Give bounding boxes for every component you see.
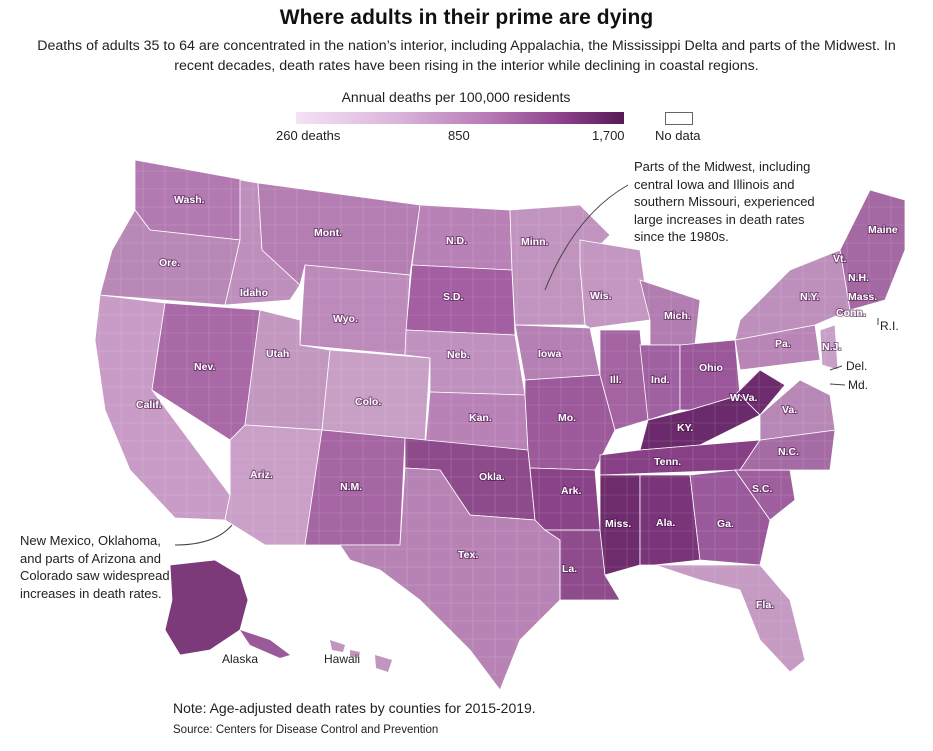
label-nm: N.M. (340, 481, 362, 493)
label-wva: W.Va. (730, 392, 758, 404)
region-colo (321, 349, 431, 441)
label-pa: Pa. (775, 338, 791, 350)
legend-max-label: 1,700 (592, 128, 625, 143)
legend-no-data-swatch (665, 112, 693, 125)
southwest-leader-line (174, 524, 233, 546)
southwest-annotation: New Mexico, Oklahoma, and parts of Arizo… (20, 533, 170, 601)
label-ri: R.I. (880, 319, 899, 333)
label-tenn: Tenn. (654, 456, 681, 468)
label-wash: Wash. (174, 194, 205, 206)
state-labels: Wash. Ore. Calif. Idaho Nev. Mont. Wyo. … (135, 193, 899, 612)
label-ny: N.Y. (800, 291, 819, 303)
region-alaska-panhandle (240, 630, 290, 658)
label-minn: Minn. (521, 236, 548, 248)
label-neb: Neb. (447, 349, 470, 361)
label-sc: S.C. (752, 483, 773, 495)
region-wyo (299, 264, 411, 356)
label-ind: Ind. (651, 374, 670, 386)
region-wis (579, 239, 651, 329)
label-mont: Mont. (314, 227, 342, 239)
label-mo: Mo. (558, 412, 576, 424)
label-del: Del. (846, 359, 868, 373)
del-leader-line (829, 365, 843, 371)
label-utah: Utah (266, 348, 289, 360)
label-md: Md. (848, 378, 869, 392)
label-nev: Nev. (194, 361, 215, 373)
label-mich: Mich. (664, 310, 691, 322)
region-hawaii (330, 640, 392, 672)
map-subtitle: Deaths of adults 35 to 64 are concentrat… (37, 38, 896, 74)
label-calif: Calif. (136, 399, 162, 411)
label-la: La. (562, 563, 577, 575)
label-iowa: Iowa (538, 348, 561, 360)
legend-mid-label: 850 (448, 128, 470, 143)
label-ariz: Ariz. (250, 469, 273, 481)
label-miss: Miss. (605, 518, 631, 530)
legend-color-scale (296, 112, 624, 124)
region-fla (654, 564, 806, 673)
label-kan: Kan. (469, 412, 492, 424)
label-fla: Fla. (756, 599, 774, 611)
label-okla: Okla. (479, 471, 505, 483)
label-ky: KY. (677, 422, 693, 434)
region-ark (529, 467, 601, 531)
label-hawaii: Hawaii (324, 652, 361, 666)
label-conn: Conn. (836, 307, 866, 319)
label-mass: Mass. (848, 291, 877, 303)
label-nc: N.C. (778, 446, 799, 458)
legend-title: Annual deaths per 100,000 residents (341, 89, 571, 105)
region-alaska (164, 559, 249, 656)
label-tex: Tex. (458, 549, 478, 561)
label-nh: N.H. (848, 272, 869, 284)
midwest-annotation: Parts of the Midwest, including central … (634, 159, 815, 244)
label-wis: Wis. (590, 290, 612, 302)
label-nj: N.J. (822, 341, 841, 353)
legend-no-data-label: No data (655, 128, 701, 143)
label-ill: Ill. (610, 374, 622, 386)
map-note: Note: Age-adjusted death rates by counti… (173, 700, 536, 716)
md-leader-line (829, 383, 846, 386)
label-va: Va. (782, 404, 797, 416)
label-ohio: Ohio (699, 362, 723, 374)
label-ore: Ore. (159, 257, 180, 269)
map-source: Source: Centers for Disease Control and … (173, 724, 439, 736)
label-ark: Ark. (561, 485, 582, 497)
map-title: Where adults in their prime are dying (279, 6, 654, 29)
label-alaska: Alaska (222, 652, 259, 666)
legend-min-label: 260 deaths (276, 128, 341, 143)
label-ala: Ala. (656, 517, 675, 529)
label-vt: Vt. (833, 253, 847, 265)
label-ga: Ga. (717, 518, 734, 530)
label-nd: N.D. (446, 235, 467, 247)
label-maine: Maine (868, 224, 898, 236)
label-idaho: Idaho (240, 287, 268, 299)
label-colo: Colo. (355, 396, 381, 408)
label-wyo: Wyo. (333, 313, 358, 325)
midwest-leader-line (544, 184, 629, 291)
label-sd: S.D. (443, 291, 464, 303)
